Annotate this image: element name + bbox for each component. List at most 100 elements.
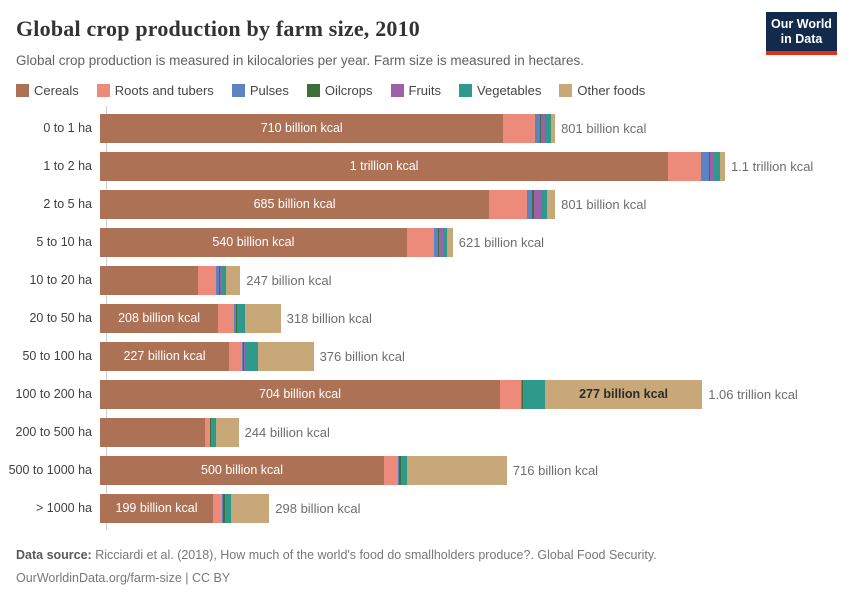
row-label: 50 to 100 ha (22, 349, 92, 363)
bar-segment-vegetables (540, 189, 548, 219)
bar-segment-roots-and-tubers (213, 493, 223, 523)
bar-total-label: 716 billion kcal (512, 462, 599, 478)
bar-value-label: 540 billion kcal (212, 235, 295, 249)
bar-total-label: 318 billion kcal (286, 310, 372, 326)
chart-row: 100 to 200 ha 704 billion kcal 277 billion… (0, 375, 850, 413)
stacked-bar: 208 billion kcal (100, 303, 281, 333)
bar-segment-pulses (700, 151, 709, 181)
bar-segment-pulses (233, 303, 236, 333)
bar-total-label: 247 billion kcal (246, 272, 332, 288)
legend-item-roots-and-tubers: Roots and tubers (96, 83, 214, 98)
bar-value-label: 710 billion kcal (260, 121, 343, 135)
chart-row: 2 to 5 ha 685 billion kcal 801 billion kca… (0, 185, 850, 223)
bar-segment-oilcrops (243, 341, 245, 371)
chart-row: 20 to 50 ha 208 billion kcal 318 billion k… (0, 299, 850, 337)
bar-segment-vegetables (544, 113, 552, 143)
bar-total-label: 621 billion kcal (458, 234, 545, 250)
bar-segment-cereals: 500 billion kcal (100, 455, 385, 485)
bar-segment-cereals: 704 billion kcal (100, 379, 500, 409)
bar-segment-fruits (244, 341, 245, 371)
bar-value-label: 704 billion kcal (259, 387, 341, 401)
bar-value-label: 500 billion kcal (201, 463, 284, 477)
chart-rows: 0 to 1 ha 710 billion kcal 801 billion kca… (0, 109, 850, 527)
legend-swatch-fruits (390, 84, 404, 97)
data-source-label: Data source: (16, 548, 92, 562)
legend-item-pulses: Pulses (231, 83, 289, 98)
row-label: 1 to 2 ha (43, 159, 92, 173)
bar-segment-oilcrops (708, 151, 710, 181)
chart-row: 1 to 2 ha 1 trillion kcal 1.1 trillion kca… (0, 147, 850, 185)
row-label: 20 to 50 ha (29, 311, 92, 325)
chart-row: 500 to 1000 ha 500 billion kcal 716 billio… (0, 451, 850, 489)
legend-item-fruits: Fruits (390, 83, 442, 98)
chart-row: 5 to 10 ha 540 billion kcal 621 billion kc… (0, 223, 850, 261)
bar-segment-cereals (100, 265, 199, 295)
page-title: Global crop production by farm size, 201… (16, 16, 421, 41)
bar-segment-vegetables (443, 227, 448, 257)
stacked-bar: 540 billion kcal (100, 227, 453, 257)
bar-value-label: 1 trillion kcal (349, 159, 419, 173)
chart-row: 10 to 20 ha 247 billion kcal (0, 261, 850, 299)
bar-segment-vegetables (524, 379, 545, 409)
bar-segment-other-foods (245, 303, 281, 333)
bar-segment-fruits (523, 379, 525, 409)
bar-segment-fruits (401, 455, 402, 485)
row-label: 100 to 200 ha (15, 387, 92, 401)
bar-segment-other-foods (547, 189, 556, 219)
bar-segment-roots-and-tubers (489, 189, 527, 219)
bar-segment-cereals: 685 billion kcal (100, 189, 490, 219)
bar-segment-oilcrops (398, 455, 402, 485)
stacked-bar: 704 billion kcal 277 billion kcal (100, 379, 703, 409)
bar-value-label: 277 billion kcal (579, 387, 668, 401)
bar-segment-other-foods (719, 151, 725, 181)
bar-segment-other-foods (406, 455, 507, 485)
legend-item-cereals: Cereals (16, 83, 79, 98)
owid-logo[interactable]: Our World in Data (766, 12, 837, 55)
bar-segment-pulses (216, 265, 220, 295)
bar-segment-oilcrops (531, 189, 535, 219)
bar-segment-vegetables (244, 341, 258, 371)
chart-row: 200 to 500 ha 244 billion kcal (0, 413, 850, 451)
legend-swatch-other-foods (559, 84, 573, 97)
bar-value-label: 208 billion kcal (118, 311, 201, 325)
bar-segment-other-foods (215, 417, 239, 447)
legend-label: Roots and tubers (114, 83, 214, 98)
bar-segment-oilcrops (522, 379, 524, 409)
chart-row: > 1000 ha 199 billion kcal 298 billion kca… (0, 489, 850, 527)
stacked-bar (100, 417, 239, 447)
bar-segment-pulses (521, 379, 523, 409)
stacked-bar: 500 billion kcal (100, 455, 507, 485)
legend-label: Vegetables (477, 83, 542, 98)
bar-segment-oilcrops (210, 417, 212, 447)
owid-logo-line1: Our World (771, 17, 832, 31)
chart-header: Global crop production by farm size, 201… (0, 0, 850, 68)
bar-segment-roots-and-tubers (384, 455, 399, 485)
bar-segment-other-foods (257, 341, 314, 371)
stacked-bar: 199 billion kcal (100, 493, 270, 523)
bar-segment-pulses (534, 113, 540, 143)
stacked-bar-chart: 0 to 1 ha 710 billion kcal 801 billion kca… (0, 106, 850, 530)
bar-segment-cereals: 208 billion kcal (100, 303, 219, 333)
row-label: 2 to 5 ha (43, 197, 92, 211)
stacked-bar: 685 billion kcal (100, 189, 556, 219)
bar-segment-fruits (709, 151, 714, 181)
bar-segment-cereals: 199 billion kcal (100, 493, 214, 523)
bar-segment-roots-and-tubers (228, 341, 243, 371)
bar-segment-vegetables (401, 455, 407, 485)
row-label: > 1000 ha (36, 501, 92, 515)
bar-segment-other-foods (447, 227, 453, 257)
stacked-bar: 1 trillion kcal (100, 151, 725, 181)
bar-segment-oilcrops (539, 113, 541, 143)
legend-label: Fruits (408, 83, 442, 98)
bar-total-label: 801 billion kcal (561, 196, 647, 212)
bar-segment-cereals (100, 417, 205, 447)
legend-label: Oilcrops (324, 83, 373, 98)
bar-total-label: 298 billion kcal (275, 500, 361, 516)
footer-link[interactable]: OurWorldinData.org/farm-size | CC BY (16, 570, 231, 585)
bar-segment-fruits (534, 189, 541, 219)
bar-segment-oilcrops (235, 303, 237, 333)
owid-logo-line2: in Data (780, 32, 823, 46)
bar-segment-roots-and-tubers (204, 417, 210, 447)
bar-total-label: 1.1 trillion kcal (730, 158, 814, 174)
bar-segment-pulses (398, 455, 399, 485)
